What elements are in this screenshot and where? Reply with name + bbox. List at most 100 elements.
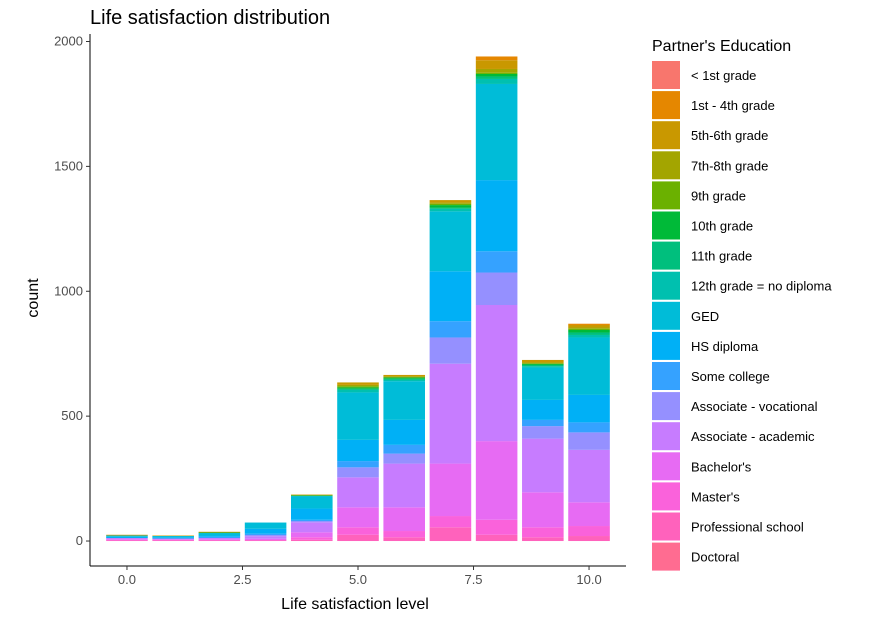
bar-segment xyxy=(106,538,148,540)
legend-label: Doctoral xyxy=(691,550,740,565)
legend-title: Partner's Education xyxy=(652,38,791,55)
bar-segment xyxy=(568,432,610,450)
x-tick-label: 7.5 xyxy=(464,572,482,587)
bar-segment xyxy=(198,536,241,539)
legend-label: Some college xyxy=(691,369,770,384)
bar-segment xyxy=(522,367,564,400)
bar-segment xyxy=(475,68,518,73)
bar-segment xyxy=(429,321,472,338)
bar-segment xyxy=(152,536,194,538)
chart-title: Life satisfaction distribution xyxy=(90,7,330,29)
bar-segment xyxy=(244,538,287,541)
legend-swatch xyxy=(652,91,680,120)
bar-segment xyxy=(383,376,425,378)
bar-segment xyxy=(152,538,194,540)
bar-segment xyxy=(522,366,564,368)
bar-segment xyxy=(337,461,379,468)
legend: Partner's Education < 1st grade 1st - 4th… xyxy=(652,38,832,571)
bar-segment xyxy=(429,337,472,364)
bar-segment xyxy=(568,502,610,527)
legend-swatch xyxy=(652,181,680,210)
legend-label: 9th grade xyxy=(691,188,746,203)
bar-segment xyxy=(522,537,564,542)
bar-segment xyxy=(429,202,472,204)
bar-segment xyxy=(475,76,518,79)
bar-segment xyxy=(383,453,425,464)
bar-segment xyxy=(475,251,518,273)
bar-segment xyxy=(383,378,425,380)
bar-segment xyxy=(291,496,333,509)
bar-segment xyxy=(568,536,610,542)
bar-segment xyxy=(337,382,379,385)
bar-segment xyxy=(291,539,333,542)
bar-segment xyxy=(337,388,379,390)
x-tick-label: 5.0 xyxy=(349,572,367,587)
legend-swatch xyxy=(652,121,680,150)
bar-segment xyxy=(198,538,241,540)
bar-segment xyxy=(522,359,564,363)
bar-segment xyxy=(429,527,472,542)
bar-segment xyxy=(429,203,472,206)
bars xyxy=(106,56,610,542)
bar-segment xyxy=(244,536,287,539)
y-tick-label: 500 xyxy=(61,408,83,423)
legend-label: Professional school xyxy=(691,520,804,535)
bar-segment xyxy=(475,534,518,542)
legend-swatch xyxy=(652,512,680,541)
bar-segment xyxy=(568,394,610,423)
bar-segment xyxy=(291,522,333,533)
bar-segment xyxy=(522,419,564,427)
legend-label: Associate - vocational xyxy=(691,399,818,414)
bar-segment xyxy=(475,272,518,305)
bar-segment xyxy=(291,508,333,520)
bar-segment xyxy=(106,534,148,536)
bar-segment xyxy=(522,426,564,439)
legend-label: Bachelor's xyxy=(691,459,752,474)
bar-segment xyxy=(429,516,472,528)
bar-segment xyxy=(475,78,518,84)
bar-segment xyxy=(475,441,518,520)
x-tick-label: 10.0 xyxy=(576,572,601,587)
bar-segment xyxy=(475,73,518,77)
bar-segment xyxy=(337,534,379,542)
bar-segment xyxy=(568,449,610,503)
legend-label: 12th grade = no diploma xyxy=(691,279,832,294)
y-tick-label: 1000 xyxy=(54,283,83,298)
bar-segment xyxy=(568,422,610,433)
bar-segment xyxy=(522,399,564,420)
bar-segment xyxy=(383,463,425,508)
bar-segment xyxy=(522,364,564,367)
bar-segment xyxy=(522,492,564,528)
bar-segment xyxy=(383,377,425,379)
bar-segment xyxy=(337,467,379,478)
bar-segment xyxy=(337,386,379,388)
bar-segment xyxy=(568,526,610,537)
legend-swatch xyxy=(652,482,680,511)
bar-segment xyxy=(383,444,425,454)
legend-swatch xyxy=(652,301,680,330)
bar-segment xyxy=(429,363,472,464)
bar-segment xyxy=(429,208,472,212)
bar-segment xyxy=(244,528,287,534)
bar-segment xyxy=(568,328,610,330)
bar-segment xyxy=(522,362,564,364)
legend-swatch xyxy=(652,422,680,451)
bar-segment xyxy=(568,334,610,338)
y-axis: 0 500 1000 1500 2000 xyxy=(54,33,91,566)
bar-segment xyxy=(568,323,610,325)
bar-segment xyxy=(475,60,518,69)
y-axis-title: count xyxy=(25,278,42,318)
x-tick-label: 2.5 xyxy=(233,572,251,587)
bar-segment xyxy=(429,200,472,203)
x-axis: 0.0 2.5 5.0 7.5 10.0 xyxy=(90,565,626,587)
bar-segment xyxy=(475,304,518,442)
bar-segment xyxy=(475,519,518,535)
bar-segment xyxy=(291,537,333,540)
legend-label: < 1st grade xyxy=(691,68,756,83)
bar-segment xyxy=(244,533,287,536)
bar-segment xyxy=(198,539,241,541)
bar-segment xyxy=(429,211,472,272)
bar-segment xyxy=(522,438,564,493)
y-tick-label: 1500 xyxy=(54,158,83,173)
